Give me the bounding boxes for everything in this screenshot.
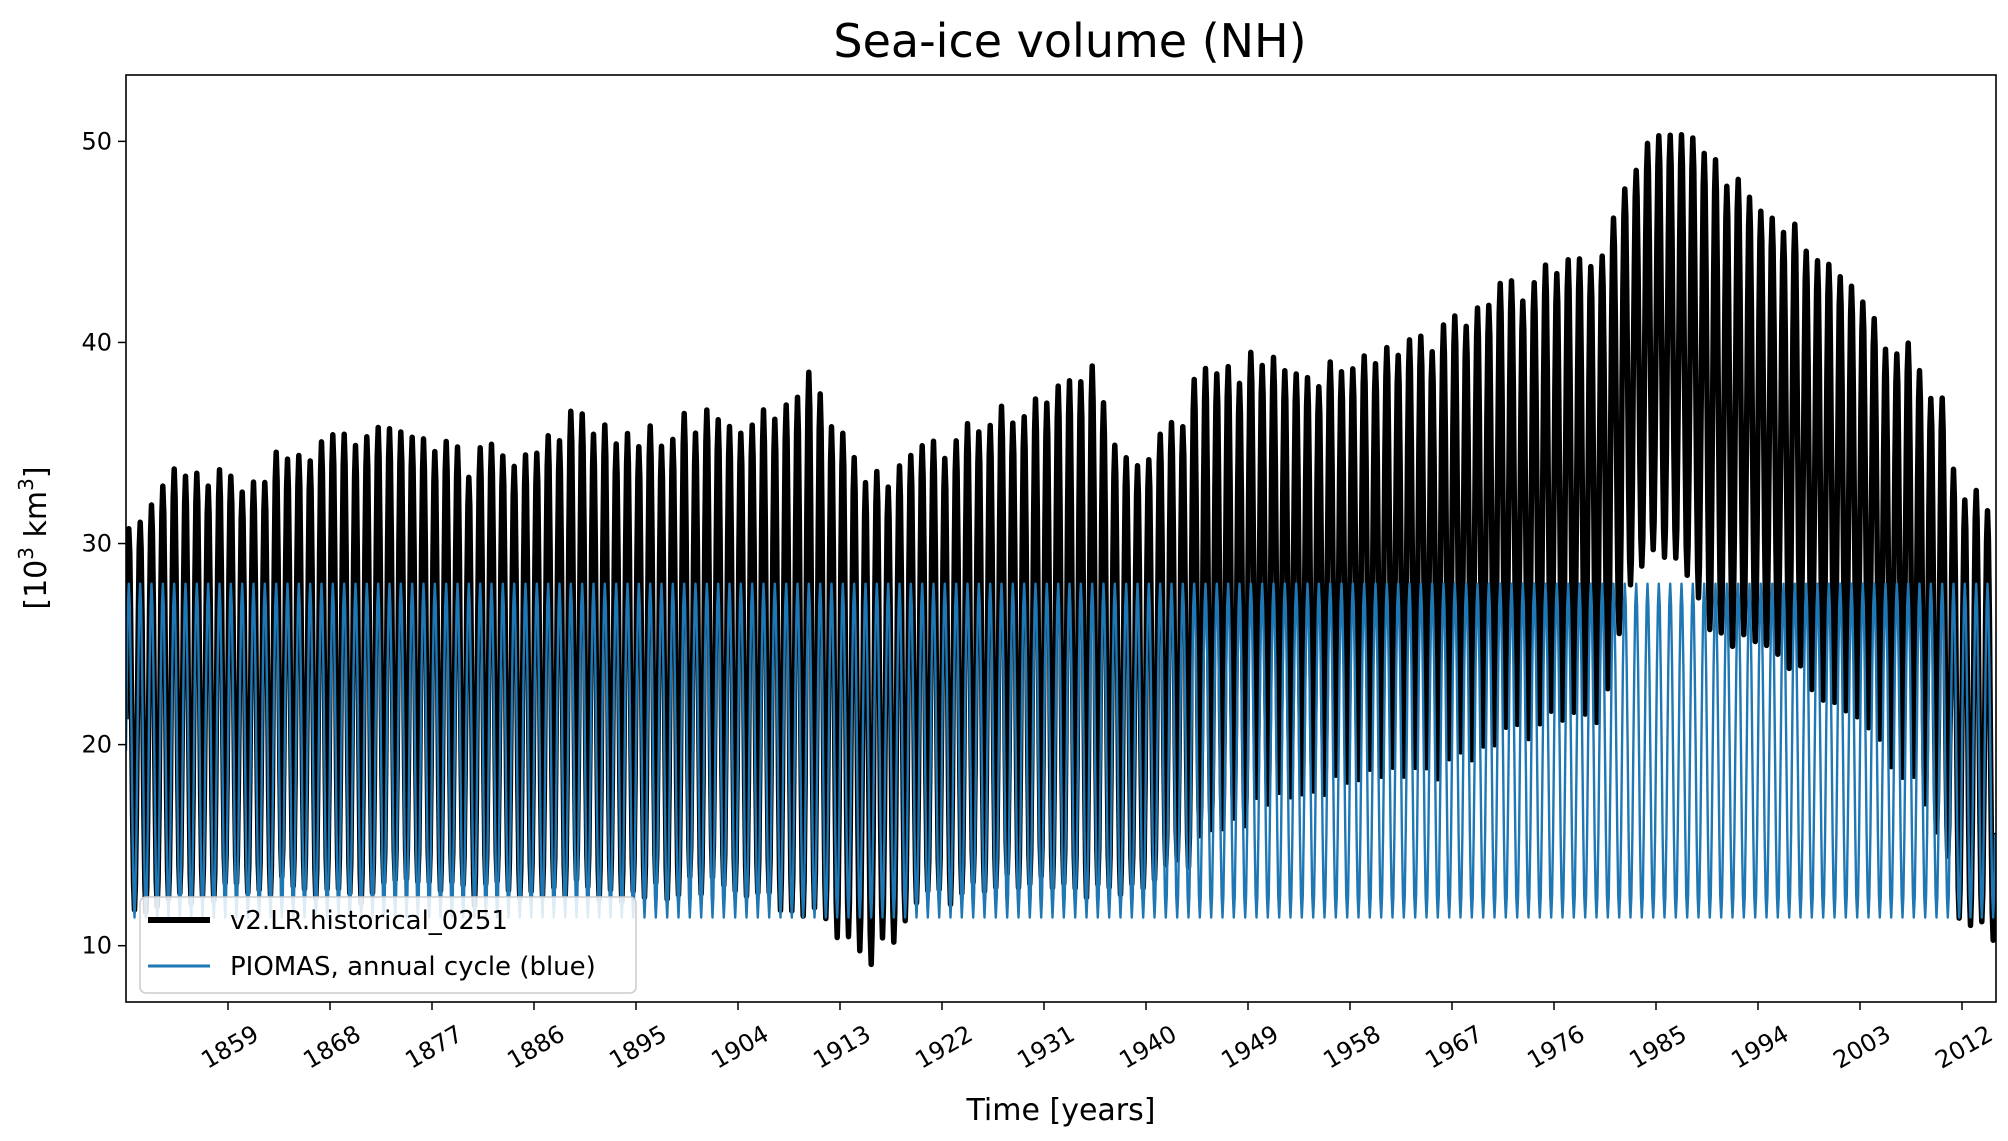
y-tick-label: 30 [81,530,112,558]
y-axis-label-exponent: 3 [14,547,38,560]
legend: v2.LR.historical_0251 PIOMAS, annual cyc… [139,896,637,994]
plot-series-layer [126,132,1996,968]
y-tick-label: 50 [81,127,112,155]
legend-label-piomas: PIOMAS, annual cycle (blue) [230,952,596,982]
y-axis-label-suffix: ] [19,466,54,478]
y-tick-label: 20 [81,731,112,759]
y-axis-label-unit-exponent: 3 [14,478,38,491]
y-axis-label-unit: km [19,491,54,547]
y-axis-label-prefix: [10 [19,560,54,610]
y-tick-label: 10 [81,932,112,960]
legend-box [139,896,637,994]
x-axis-label: Time [years] [966,1093,1156,1128]
series-line-piomas [126,582,1996,919]
y-axis-label: [103 km3] [14,466,54,609]
chart-title: Sea-ice volume (NH) [833,14,1306,68]
legend-label-model: v2.LR.historical_0251 [230,906,508,936]
y-axis: 10 20 30 40 50 [81,127,126,960]
y-tick-label: 40 [81,328,112,356]
plot-frame [125,74,1997,1003]
